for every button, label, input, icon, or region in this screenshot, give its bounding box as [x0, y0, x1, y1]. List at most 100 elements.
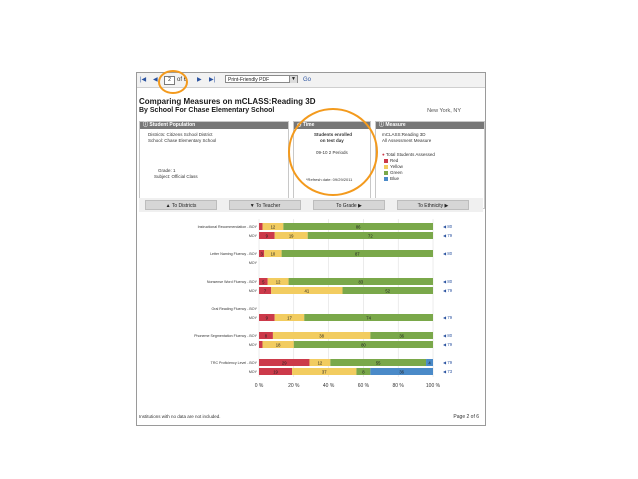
x-tick-label: 40 %: [323, 383, 335, 389]
student-count-link[interactable]: ◀ 80: [443, 333, 453, 338]
row-label: MOY: [249, 370, 258, 374]
subject-text: Subject: Official Class: [154, 174, 198, 179]
bar-segment-red[interactable]: [259, 332, 273, 339]
row-label: TRC Proficiency Level - BOY: [211, 361, 258, 365]
bar-segment-yellow[interactable]: [309, 359, 331, 366]
data-label: 5: [262, 279, 265, 284]
row-label: Oral Reading Fluency - BOY: [211, 307, 257, 311]
student-count-link[interactable]: ◀ 73: [443, 369, 453, 374]
x-tick-label: 20 %: [288, 383, 300, 389]
data-label: 41: [305, 288, 310, 293]
bar-segment-red[interactable]: [259, 250, 265, 257]
bar-segment-green[interactable]: [288, 278, 433, 285]
to-grade-button[interactable]: To Grade ▶: [313, 200, 385, 210]
data-label: 52: [385, 288, 390, 293]
data-label: 80: [361, 342, 366, 347]
bar-segment-yellow[interactable]: [274, 314, 305, 321]
bar-segment-red[interactable]: [259, 359, 310, 366]
measure-line1: mCLASS:Reading 3D: [382, 132, 426, 137]
bar-segment-yellow[interactable]: [262, 223, 284, 230]
bar-segment-green[interactable]: [342, 287, 433, 294]
data-label: 29: [282, 360, 287, 365]
bar-segment-yellow[interactable]: [262, 341, 294, 348]
bar-segment-red[interactable]: [259, 278, 268, 285]
report-subtitle: By School For Chase Elementary School: [139, 107, 275, 114]
row-label: Nonsense Word Fluency - BOY: [207, 280, 258, 284]
data-label: 10: [271, 251, 276, 256]
bar-segment-yellow[interactable]: [274, 232, 308, 239]
legend-title-text: Total Students Assessed: [385, 152, 435, 157]
row-label: Instructional Recommendation - BOY: [198, 225, 258, 229]
bar-segment-green[interactable]: [307, 232, 433, 239]
drill-navigation-bar: ▲ To Districts ▼ To Teacher To Grade ▶ T…: [139, 198, 483, 212]
to-teacher-button[interactable]: ▼ To Teacher: [229, 200, 301, 210]
chevron-down-icon: ▼: [289, 76, 297, 83]
data-label: 18: [276, 342, 281, 347]
measure-header[interactable]: ⓘ Measure: [376, 122, 484, 129]
report-location: New York, NY: [427, 108, 461, 114]
data-label: 19: [289, 233, 294, 238]
row-label: MOY: [249, 316, 258, 320]
bar-segment-green[interactable]: [304, 314, 433, 321]
stacked-bar-chart: 0 % 20 % 40 % 60 % 80 % 100 % Instructional Re…: [194, 219, 453, 389]
to-ethnicity-button[interactable]: To Ethnicity ▶: [397, 200, 469, 210]
bar-segment-red[interactable]: [259, 287, 272, 294]
panel-title: Measure: [385, 122, 406, 128]
bar-segment-blue[interactable]: [370, 368, 433, 375]
data-label: 12: [276, 279, 281, 284]
bar-segment-yellow[interactable]: [292, 368, 357, 375]
page-number-highlight: [158, 70, 188, 94]
bar-segment-green[interactable]: [293, 341, 433, 348]
legend-label: Red: [390, 158, 399, 163]
data-label: 19: [273, 369, 278, 374]
time-panel-highlight: [288, 108, 378, 196]
data-label: 72: [368, 233, 373, 238]
info-icon: ⓘ: [143, 122, 150, 128]
prev-page-icon[interactable]: ◀: [153, 77, 158, 83]
panel-title: Student Population: [149, 122, 196, 128]
data-label: 12: [271, 224, 276, 229]
bar-segment-red[interactable]: [259, 368, 293, 375]
to-districts-button[interactable]: ▲ To Districts: [145, 200, 217, 210]
student-count-link[interactable]: ◀ 79: [443, 342, 453, 347]
first-page-icon[interactable]: |◀: [140, 77, 147, 83]
data-label: 4: [428, 360, 431, 365]
student-population-header[interactable]: ⓘ Student Population: [140, 122, 288, 129]
bar-segment-green[interactable]: [370, 332, 433, 339]
bar-segment-red[interactable]: [259, 223, 263, 230]
bar-segment-red[interactable]: [259, 314, 275, 321]
export-format-select[interactable]: Print-Friendly PDF ▼: [225, 75, 298, 83]
bar-segment-yellow[interactable]: [267, 278, 289, 285]
bar-segment-green[interactable]: [281, 250, 433, 257]
export-format-value: Print-Friendly PDF: [228, 77, 270, 83]
bar-segment-green[interactable]: [330, 359, 427, 366]
bar-segment-green[interactable]: [283, 223, 433, 230]
last-page-icon[interactable]: ▶|: [209, 77, 216, 83]
student-count-link[interactable]: ◀ 80: [443, 224, 453, 229]
student-count-link[interactable]: ◀ 79: [443, 360, 453, 365]
bar-segment-red[interactable]: [259, 341, 263, 348]
next-page-icon[interactable]: ▶: [197, 77, 202, 83]
student-count-link[interactable]: ◀ 79: [443, 288, 453, 293]
x-tick-label: 80 %: [392, 383, 404, 389]
footnote: Institutions with no data are not includ…: [139, 414, 221, 419]
go-button[interactable]: Go: [303, 77, 312, 83]
legend-label: Yellow: [390, 164, 403, 169]
student-count-link[interactable]: ◀ 79: [443, 233, 453, 238]
student-count-link[interactable]: ◀ 80: [443, 279, 453, 284]
row-label: MOY: [249, 289, 258, 293]
bar-segment-yellow[interactable]: [271, 287, 343, 294]
bar-segment-red[interactable]: [259, 232, 275, 239]
legend-item-green: Green: [384, 170, 403, 176]
student-count-link[interactable]: ◀ 79: [443, 315, 453, 320]
bar-segment-green[interactable]: [356, 368, 371, 375]
bar-segment-yellow[interactable]: [264, 250, 282, 257]
data-label: 36: [399, 369, 404, 374]
data-label: 74: [366, 315, 371, 320]
data-label: 36: [399, 333, 404, 338]
data-label: 9: [266, 233, 269, 238]
data-label: 17: [287, 315, 292, 320]
student-count-link[interactable]: ◀ 80: [443, 251, 453, 256]
bar-segment-yellow[interactable]: [272, 332, 371, 339]
bar-segment-blue[interactable]: [426, 359, 433, 366]
